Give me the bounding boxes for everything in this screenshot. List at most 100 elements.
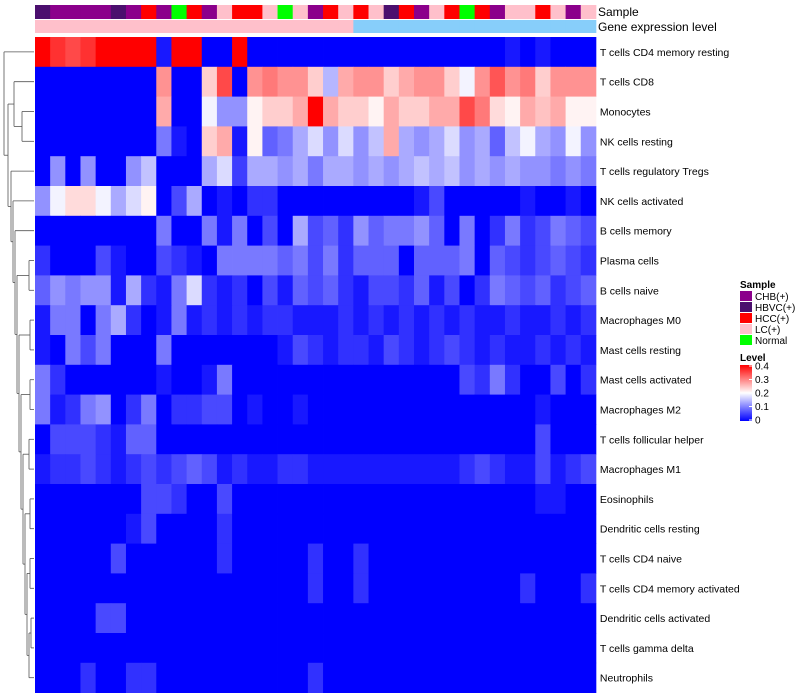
heatmap-cell (216, 543, 233, 574)
heatmap-cell (125, 275, 142, 306)
heatmap-cell (383, 513, 400, 544)
heatmap-cell (95, 513, 112, 544)
heatmap-cell (95, 156, 112, 187)
heatmap-cell (353, 96, 369, 127)
heatmap-cell (444, 364, 460, 395)
heatmap-cell (398, 484, 415, 515)
heatmap-cell (277, 126, 294, 157)
heatmap-cell (292, 37, 309, 68)
heatmap-cell (338, 37, 354, 68)
expression-level-annotation-cell (459, 20, 476, 33)
heatmap-cell (95, 96, 112, 127)
heatmap-cell (216, 305, 233, 336)
heatmap-cell (216, 424, 233, 455)
heatmap-cell (186, 603, 203, 634)
heatmap-cell (398, 513, 415, 544)
heatmap-cell (383, 603, 400, 634)
heatmap-cell (474, 245, 491, 276)
heatmap-cell (247, 66, 263, 97)
heatmap-cell (125, 335, 142, 366)
heatmap-cell (232, 543, 248, 574)
heatmap-cell (95, 66, 112, 97)
sample-legend-label: CHB(+) (755, 292, 789, 303)
heatmap-cell (520, 186, 536, 217)
heatmap-cell (489, 662, 506, 693)
heatmap-cell (338, 245, 354, 276)
heatmap-cell (141, 126, 157, 157)
heatmap-cell (307, 305, 324, 336)
heatmap-cell (383, 633, 400, 664)
heatmap-cell (338, 215, 354, 246)
row-label: Dendritic cells activated (600, 613, 710, 625)
heatmap-cell (277, 394, 294, 425)
sample-annotation-cell (535, 5, 551, 19)
heatmap-cell (414, 364, 430, 395)
sample-annotation-cell (489, 5, 506, 19)
heatmap-cell (338, 513, 354, 544)
heatmap-cell (429, 66, 445, 97)
heatmap-cell (535, 543, 551, 574)
heatmap-cell (383, 37, 400, 68)
heatmap-cell (323, 156, 339, 187)
heatmap-cell (125, 633, 142, 664)
heatmap-cell (201, 245, 218, 276)
heatmap-cell (201, 424, 218, 455)
heatmap-cell (141, 662, 157, 693)
heatmap-cell (110, 156, 127, 187)
sample-annotation-cell (307, 5, 324, 19)
heatmap-cell (580, 37, 597, 68)
heatmap-cell (323, 96, 339, 127)
heatmap-cell (65, 305, 81, 336)
row-label: NK cells activated (600, 196, 684, 208)
heatmap-cell (444, 603, 460, 634)
heatmap-cell (429, 603, 445, 634)
heatmap-cell (550, 484, 566, 515)
heatmap-cell (247, 335, 263, 366)
heatmap-cell (550, 37, 566, 68)
heatmap-cell (338, 66, 354, 97)
heatmap-cell (368, 662, 385, 693)
heatmap-cell (216, 275, 233, 306)
heatmap-cell (95, 245, 112, 276)
heatmap-cells (35, 37, 597, 693)
heatmap-cell (580, 335, 597, 366)
heatmap-cell (141, 513, 157, 544)
row-label: Mast cells resting (600, 345, 681, 357)
heatmap-cell (201, 335, 218, 366)
heatmap-cell (110, 513, 127, 544)
heatmap-cell (201, 156, 218, 187)
heatmap-cell (156, 335, 172, 366)
heatmap-cell (474, 335, 491, 366)
heatmap-cell (429, 275, 445, 306)
heatmap-cell (580, 186, 597, 217)
heatmap-cell (459, 513, 476, 544)
heatmap-cell (474, 275, 491, 306)
sample-annotation-cell (550, 5, 566, 19)
heatmap-cell (125, 66, 142, 97)
heatmap-cell (353, 335, 369, 366)
heatmap-cell (535, 245, 551, 276)
heatmap-cell (338, 335, 354, 366)
heatmap-cell (444, 275, 460, 306)
heatmap-cell (565, 424, 582, 455)
heatmap-cell (110, 633, 127, 664)
heatmap-cell (474, 603, 491, 634)
heatmap-cell (171, 275, 187, 306)
heatmap-cell (156, 96, 172, 127)
heatmap-cell (50, 633, 66, 664)
heatmap-cell (171, 186, 187, 217)
heatmap-cell (110, 543, 127, 574)
heatmap-cell (383, 543, 400, 574)
heatmap-cell (80, 186, 97, 217)
row-label: T cells follicular helper (600, 434, 704, 446)
heatmap-cell (50, 156, 66, 187)
heatmap-cell (141, 633, 157, 664)
heatmap-cell (186, 394, 203, 425)
heatmap-cell (535, 215, 551, 246)
heatmap-cell (307, 215, 324, 246)
expression-level-annotation-cell (110, 20, 127, 33)
expression-level-annotation-cell (323, 20, 339, 33)
expression-level-annotation-cell (201, 20, 218, 33)
expression-level-annotation-cell (292, 20, 309, 33)
row-label: Monocytes (600, 107, 651, 119)
